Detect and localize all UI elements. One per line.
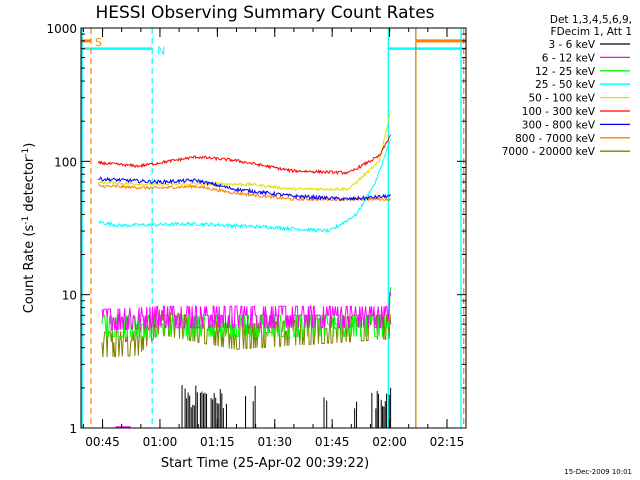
saa-label: S [95, 36, 102, 49]
plot-frame [80, 27, 467, 429]
series-line-6to12keV [101, 290, 392, 331]
series-line-100to300keV [97, 134, 391, 176]
y-tick-label: 1 [69, 422, 77, 436]
x-tick-label: 01:30 [257, 435, 292, 449]
x-tick-label: 01:45 [315, 435, 350, 449]
x-tick-label: 00:45 [85, 435, 120, 449]
x-tick-label: 01:15 [200, 435, 235, 449]
legend-entry-label: 12 - 25 keV [535, 66, 596, 78]
y-axis-label: Count Rate (s-1 detector-1) [21, 143, 37, 314]
series-line-800to7000keV [98, 183, 391, 202]
y-tick-label: 100 [54, 155, 77, 169]
legend-entry-label: 6 - 12 keV [542, 52, 596, 64]
legend-entry-label: 7000 - 20000 keV [502, 146, 596, 158]
series-line-12to25keV [101, 286, 392, 338]
x-tick-label: 02:15 [430, 435, 465, 449]
y-tick-label: 10 [62, 289, 77, 303]
series-line-50to100keV [97, 111, 391, 192]
legend-entry-label: 3 - 6 keV [548, 39, 595, 51]
y-tick-label: 1000 [46, 22, 77, 36]
observation-markers: SN [81, 28, 466, 428]
legend-header-line: Det 1,3,4,5,6,9, [550, 14, 632, 26]
legend-entry-label: 300 - 800 keV [522, 119, 596, 131]
legend-entry-label: 50 - 100 keV [528, 93, 595, 105]
chart-title: HESSI Observing Summary Count Rates [95, 3, 434, 23]
axes: 1 10 100 1000 00:45 01:00 01:15 01:30 01:45 02:00… [46, 22, 467, 449]
legend: Det 1,3,4,5,6,9,FDecim 1, Att 13 - 6 keV… [502, 14, 632, 158]
series-line-25to50keV [97, 139, 391, 234]
x-tick-label: 01:00 [143, 435, 178, 449]
series-lines [97, 111, 392, 428]
x-tick-label: 02:00 [372, 435, 407, 449]
legend-entry-label: 25 - 50 keV [535, 79, 596, 91]
series-line-300to800keV [97, 176, 391, 202]
x-axis-label: Start Time (25-Apr-02 00:39:22) [161, 456, 369, 471]
legend-header-line: FDecim 1, Att 1 [551, 26, 632, 38]
legend-entry-label: 100 - 300 keV [522, 106, 596, 118]
legend-entry-label: 800 - 7000 keV [515, 133, 596, 145]
footer-timestamp: 15-Dec-2009 10:01 [564, 468, 632, 476]
night-label: N [157, 45, 165, 58]
